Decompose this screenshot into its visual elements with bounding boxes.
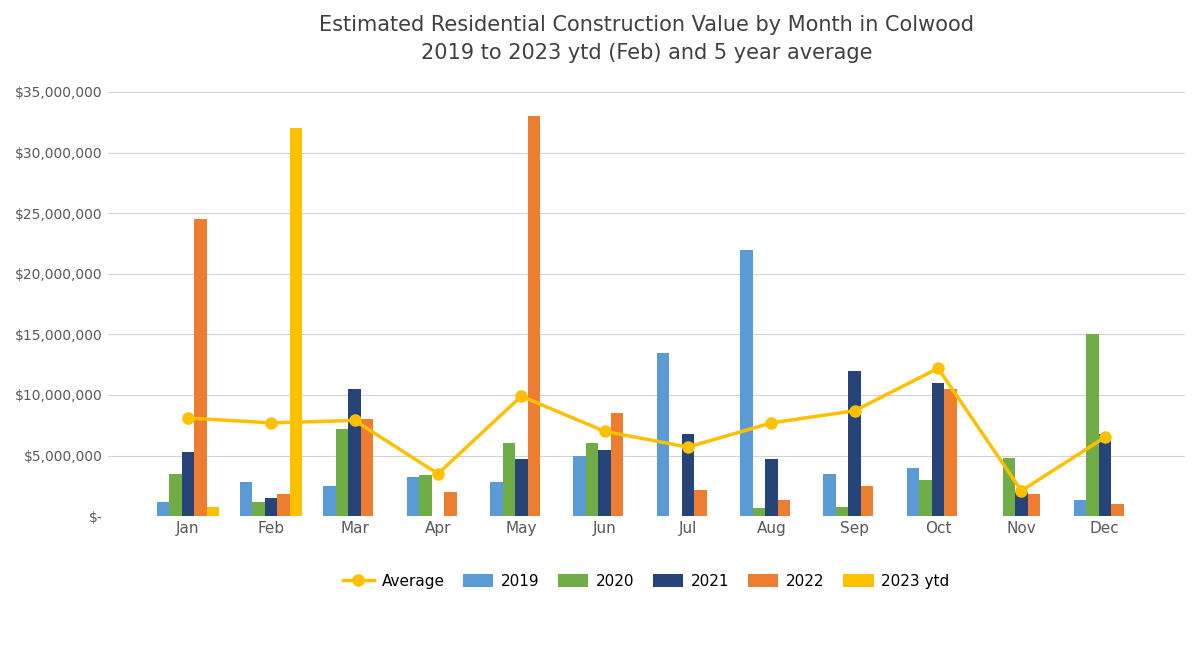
Average bbox=[431, 470, 445, 478]
Bar bbox=[1027, 495, 1040, 516]
Bar bbox=[907, 468, 919, 516]
Bar bbox=[240, 482, 252, 516]
Bar bbox=[1015, 492, 1027, 516]
Bar bbox=[740, 249, 752, 516]
Bar bbox=[919, 480, 932, 516]
Average bbox=[514, 392, 528, 400]
Bar bbox=[348, 389, 361, 516]
Bar bbox=[336, 429, 348, 516]
Bar bbox=[944, 389, 956, 516]
Bar bbox=[1074, 501, 1086, 516]
Bar bbox=[290, 129, 302, 516]
Bar bbox=[1098, 434, 1111, 516]
Average bbox=[847, 407, 862, 415]
Average bbox=[1098, 434, 1112, 441]
Bar bbox=[169, 474, 181, 516]
Average bbox=[264, 419, 278, 427]
Average bbox=[764, 419, 779, 427]
Bar bbox=[860, 486, 874, 516]
Bar bbox=[265, 498, 277, 516]
Bar bbox=[1086, 335, 1098, 516]
Average bbox=[181, 414, 196, 422]
Bar bbox=[407, 478, 419, 516]
Bar bbox=[682, 434, 695, 516]
Bar bbox=[611, 413, 623, 516]
Bar bbox=[752, 508, 766, 516]
Bar bbox=[586, 443, 599, 516]
Bar bbox=[823, 474, 836, 516]
Bar bbox=[599, 449, 611, 516]
Bar bbox=[515, 459, 528, 516]
Bar bbox=[181, 452, 194, 516]
Bar bbox=[323, 486, 336, 516]
Bar bbox=[252, 502, 265, 516]
Bar bbox=[836, 506, 848, 516]
Bar bbox=[848, 371, 860, 516]
Average bbox=[680, 443, 695, 451]
Legend: Average, 2019, 2020, 2021, 2022, 2023 ytd: Average, 2019, 2020, 2021, 2022, 2023 yt… bbox=[337, 567, 955, 595]
Bar bbox=[1003, 458, 1015, 516]
Average bbox=[598, 428, 612, 436]
Title: Estimated Residential Construction Value by Month in Colwood
2019 to 2023 ytd (F: Estimated Residential Construction Value… bbox=[319, 15, 974, 63]
Bar bbox=[419, 475, 432, 516]
Bar bbox=[444, 492, 457, 516]
Bar bbox=[490, 482, 503, 516]
Bar bbox=[932, 383, 944, 516]
Average bbox=[931, 364, 946, 372]
Bar bbox=[194, 219, 206, 516]
Average bbox=[1014, 487, 1028, 495]
Bar bbox=[528, 116, 540, 516]
Bar bbox=[766, 459, 778, 516]
Bar bbox=[778, 501, 790, 516]
Bar bbox=[574, 455, 586, 516]
Bar bbox=[361, 419, 373, 516]
Bar bbox=[277, 495, 290, 516]
Average bbox=[347, 417, 361, 424]
Bar bbox=[695, 489, 707, 516]
Bar bbox=[156, 502, 169, 516]
Bar bbox=[656, 352, 670, 516]
Line: Average: Average bbox=[182, 363, 1110, 497]
Bar bbox=[1111, 504, 1123, 516]
Bar bbox=[206, 506, 220, 516]
Bar bbox=[503, 443, 515, 516]
